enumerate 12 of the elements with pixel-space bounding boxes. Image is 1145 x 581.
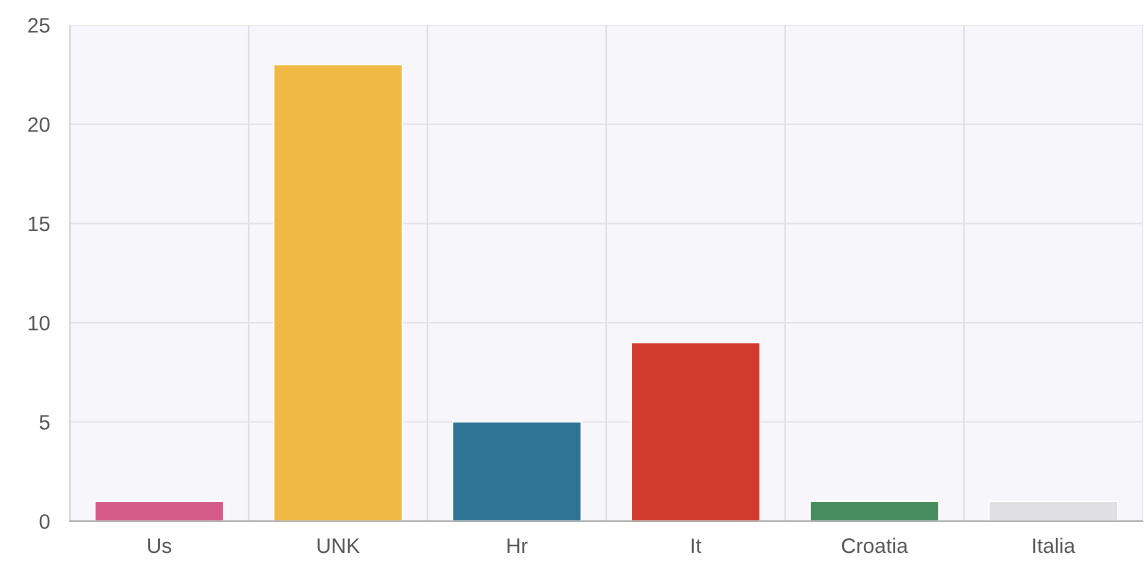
x-tick-label: It	[691, 538, 702, 554]
x-tick-label: Hr	[507, 538, 528, 553]
y-tick-label: 25	[28, 17, 50, 33]
x-tick-label: UNK	[317, 538, 360, 554]
x-tick-label: Italia	[1033, 537, 1076, 554]
y-tick-label: 10	[28, 315, 50, 331]
x-tick-label: Us	[148, 538, 172, 554]
y-tick-label: 0	[39, 514, 50, 529]
x-tick-label: Croatia	[841, 537, 909, 554]
y-tick-label: 5	[39, 415, 50, 430]
y-tick-label: 15	[28, 216, 50, 232]
y-tick-label: 20	[28, 117, 50, 132]
